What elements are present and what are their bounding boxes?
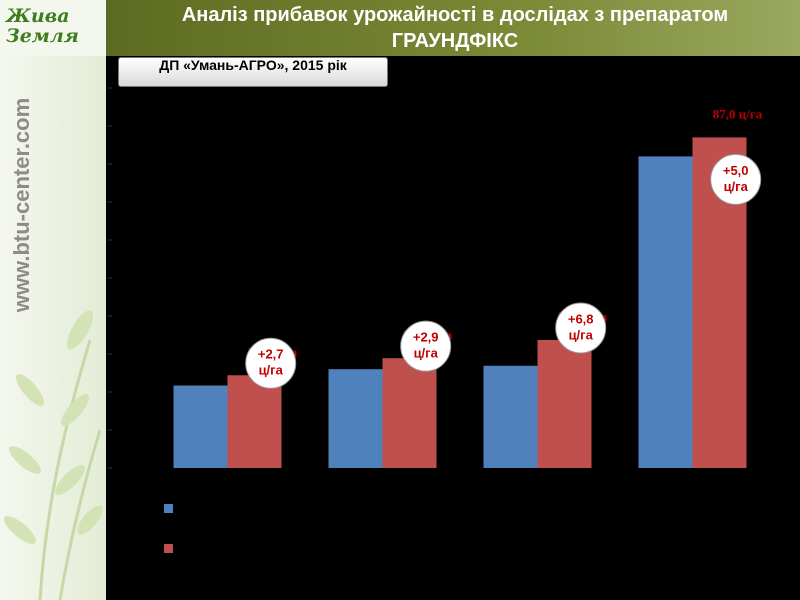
y-tick-label: 20	[124, 386, 136, 398]
annotation-bubble	[710, 153, 762, 205]
y-tick-label: 90	[124, 120, 136, 132]
legend-swatch	[164, 544, 173, 553]
bar	[382, 358, 437, 468]
bar	[537, 339, 592, 468]
y-tick-label: 50	[124, 272, 136, 284]
logo: Жива Земля	[0, 0, 106, 56]
y-tick-label: 30	[124, 348, 136, 360]
annotation-text: ц/га	[724, 179, 749, 194]
sidebar: www.btu-center.com	[0, 0, 106, 600]
annotation-bubble	[245, 337, 297, 389]
logo-text: Жива Земля	[6, 5, 79, 47]
bar	[328, 369, 383, 468]
legend-swatch	[164, 504, 173, 513]
annotation-bubble	[400, 320, 452, 372]
annotation-text: +5,0	[723, 163, 749, 178]
annotation-text: +2,7	[258, 347, 284, 362]
annotation-text: +2,9	[413, 330, 439, 345]
bar	[227, 375, 282, 468]
annotation-text: +6,8	[568, 311, 594, 326]
chart-subtitle: ДП «Умань-АГРО», 2015 рік	[118, 57, 388, 87]
annotation-text: ц/га	[259, 363, 284, 378]
y-tick-label: 70	[124, 196, 136, 208]
y-tick-label: 10	[124, 424, 136, 436]
y-tick-label: 0	[130, 462, 136, 474]
annotation-text: ц/га	[414, 346, 439, 361]
slide-title: Аналіз прибавок урожайності в дослідах з…	[181, 4, 729, 52]
bar	[483, 365, 538, 468]
chart: 010203040506070809010024,4 ц/га+2,7ц/га2…	[108, 82, 763, 553]
y-tick-label: 40	[124, 310, 136, 322]
bar	[638, 156, 693, 468]
website-url: www.btu-center.com	[9, 97, 34, 313]
y-tick-label: 60	[124, 234, 136, 246]
value-label: 87,0 ц/га	[713, 106, 763, 121]
annotation-text: ц/га	[569, 327, 594, 342]
y-tick-label: 80	[124, 158, 136, 170]
bar	[173, 385, 228, 468]
annotation-bubble	[555, 302, 607, 354]
plant-decoration	[4, 310, 103, 600]
header-bar	[106, 0, 800, 56]
